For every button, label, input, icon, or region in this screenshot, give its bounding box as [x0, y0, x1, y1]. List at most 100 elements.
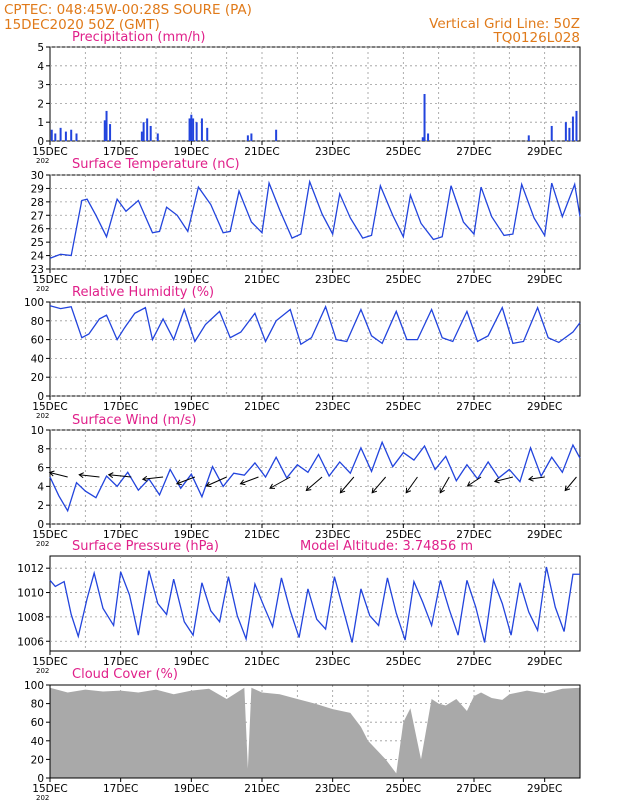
- precip-bar: [70, 129, 73, 141]
- precip-bar: [64, 131, 67, 141]
- wind-line: [49, 440, 581, 513]
- precip-bar: [59, 127, 62, 141]
- wind-vector-head: [466, 481, 473, 487]
- temperature-xtick-label: 23DEC: [315, 274, 350, 286]
- wind-vector: [176, 476, 196, 485]
- cloud-cover-ytick-label: 40: [31, 736, 44, 748]
- precipitation-ytick-label: 5: [37, 42, 44, 54]
- cloud-cover-xtick-label: 25DEC: [386, 783, 421, 795]
- precip-bar: [200, 118, 203, 141]
- wind-xtick-label: 17DEC: [103, 529, 138, 541]
- precip-bar: [142, 122, 145, 141]
- pressure-ytick-label: 1008: [17, 612, 44, 624]
- cloud-cover-ytick-label: 100: [24, 680, 44, 692]
- cloud-cover-area: [50, 687, 580, 778]
- precip-bar: [571, 116, 574, 141]
- temperature-ytick-label: 24: [31, 251, 45, 263]
- temperature-xtick-label: 21DEC: [244, 274, 279, 286]
- precip-bar: [250, 133, 253, 141]
- humidity-year-label: 202: [36, 412, 49, 420]
- precipitation-title: Precipitation (mm/h): [72, 30, 205, 45]
- pressure-ytick-label: 1006: [17, 636, 44, 648]
- pressure-panel: 1006 1008 1010 1012 15DEC 17DEC 19DEC 21DEC 23DE…: [17, 539, 581, 675]
- pressure-xtick-label: 21DEC: [244, 656, 279, 668]
- pressure-xtick-label: 29DEC: [527, 656, 562, 668]
- wind-ytick-label: 0: [37, 519, 44, 531]
- temperature-line: [49, 179, 581, 259]
- wind-xtick-label: 27DEC: [456, 529, 491, 541]
- humidity-ytick-label: 60: [31, 335, 44, 347]
- precipitation-xtick-label: 29DEC: [527, 146, 562, 158]
- wind-vector-head: [439, 487, 445, 494]
- wind-ytick-label: 6: [37, 463, 44, 475]
- precipitation-ytick-label: 4: [37, 61, 44, 73]
- wind-vector: [240, 476, 259, 485]
- wind-year-label: 202: [36, 540, 49, 548]
- precipitation-xtick-label: 27DEC: [456, 146, 491, 158]
- cloud-cover-ytick-label: 60: [31, 717, 44, 729]
- temperature-ytick-label: 29: [31, 183, 44, 195]
- run-date: 15DEC2020 50Z (GMT): [4, 17, 160, 33]
- cloud-cover-xtick-label: 19DEC: [174, 783, 209, 795]
- cloud-cover-title: Cloud Cover (%): [72, 667, 178, 682]
- humidity-line: [49, 304, 581, 346]
- wind-vector-head: [107, 472, 114, 479]
- precipitation-xtick-label: 21DEC: [244, 146, 279, 158]
- cloud-cover-frame-top: [49, 684, 581, 779]
- grid-line-note: Vertical Grid Line: 50Z: [429, 16, 580, 32]
- cloud-cover-panel: 0 20 40 60 80 100 15DEC 17DEC 19DEC 21DEC 23DEC 25D…: [24, 667, 581, 800]
- humidity-xtick-label: 15DEC: [32, 401, 67, 413]
- wind-vector-head: [141, 475, 148, 482]
- pressure-ytick-label: 1010: [17, 588, 44, 600]
- temperature-ytick-label: 30: [31, 170, 44, 182]
- wind-vector-head: [205, 481, 212, 488]
- pressure-xtick-label: 15DEC: [32, 656, 67, 668]
- humidity-ytick-label: 40: [31, 353, 44, 365]
- temperature-xtick-label: 19DEC: [174, 274, 209, 286]
- wind-vector: [528, 476, 545, 480]
- wind-vector: [49, 472, 68, 478]
- temperature-ytick-label: 26: [31, 224, 45, 236]
- wind-vector-head: [493, 477, 500, 484]
- wind-xtick-label: 23DEC: [315, 529, 350, 541]
- precip-bar: [149, 125, 152, 141]
- cloud-cover-xtick-label: 21DEC: [244, 783, 279, 795]
- wind-vector: [339, 476, 355, 494]
- wind-ytick-label: 8: [37, 444, 44, 456]
- wind-xtick-label: 15DEC: [32, 529, 67, 541]
- precip-bar: [109, 124, 112, 141]
- precip-bar: [206, 127, 209, 141]
- precipitation-xtick-label: 15DEC: [32, 146, 67, 158]
- pressure-line: [49, 566, 580, 643]
- precip-bar: [246, 135, 249, 141]
- cloud-cover-xtick-label: 29DEC: [527, 783, 562, 795]
- pressure-title: Surface Pressure (hPa): [72, 539, 219, 554]
- precipitation-year-label: 202: [36, 157, 49, 165]
- precip-bar: [427, 133, 430, 141]
- precip-bar: [190, 114, 193, 141]
- pressure-xtick-label: 17DEC: [103, 656, 138, 668]
- humidity-xtick-label: 21DEC: [244, 401, 279, 413]
- wind-vector: [564, 476, 577, 491]
- model-altitude: Model Altitude: 3.74856 m: [300, 539, 473, 554]
- pressure-xtick-label: 27DEC: [456, 656, 491, 668]
- pressure-ytick-label: 1012: [17, 563, 44, 575]
- wind-vector-head: [564, 485, 571, 492]
- cloud-cover-xtick-label: 27DEC: [456, 783, 491, 795]
- temperature-xtick-label: 27DEC: [456, 274, 491, 286]
- wind-vector-head: [405, 487, 412, 494]
- station-header: CPTEC: 048:45W-00:28S SOURE (PA): [4, 2, 252, 18]
- precip-bar: [54, 133, 57, 141]
- wind-vector: [467, 476, 482, 487]
- wind-vector: [305, 476, 323, 491]
- temperature-year-label: 202: [36, 285, 49, 293]
- humidity-xtick-label: 25DEC: [386, 401, 421, 413]
- wind-vector: [405, 476, 418, 494]
- humidity-xtick-label: 19DEC: [174, 401, 209, 413]
- temperature-ytick-label: 27: [31, 210, 44, 222]
- wind-vector-head: [339, 487, 346, 494]
- precip-bar: [550, 125, 553, 141]
- temperature-ytick-label: 25: [31, 237, 44, 249]
- wind-vector: [79, 474, 100, 478]
